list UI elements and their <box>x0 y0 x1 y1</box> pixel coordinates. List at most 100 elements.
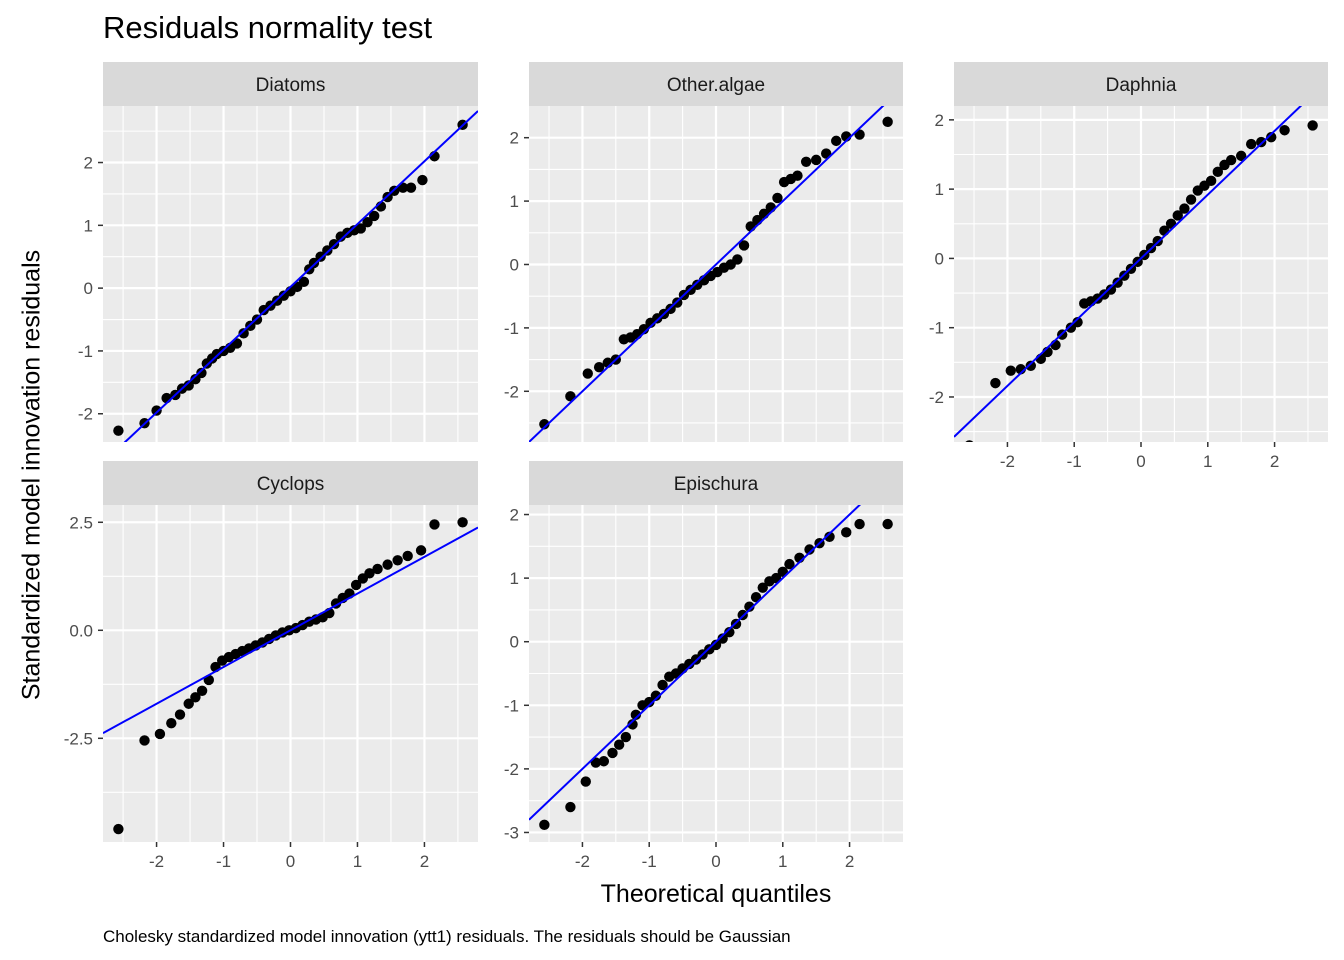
data-point <box>1266 131 1277 143</box>
x-tick-label: 2 <box>1270 452 1279 471</box>
data-point <box>1235 150 1247 162</box>
x-tick-label: 1 <box>1203 452 1212 471</box>
data-point <box>882 518 893 530</box>
panel-contents <box>954 106 1328 442</box>
data-point <box>539 819 550 831</box>
x-tick-label: -1 <box>642 852 657 871</box>
data-point <box>824 531 835 542</box>
data-point <box>392 555 403 566</box>
panel-contents <box>529 106 903 442</box>
data-point <box>350 579 362 591</box>
data-point <box>1172 210 1183 221</box>
data-point <box>196 685 208 696</box>
data-point <box>139 735 150 746</box>
qq-reference-line <box>954 106 1303 438</box>
y-tick-label: -2 <box>78 405 93 424</box>
facet-strip <box>529 461 903 505</box>
x-tick-label: 0 <box>711 852 720 871</box>
facet-strip <box>103 62 478 106</box>
data-point <box>772 192 783 204</box>
data-point <box>364 568 375 579</box>
data-point <box>717 633 728 644</box>
data-point <box>580 776 591 787</box>
data-point <box>738 240 750 251</box>
data-point <box>1307 120 1318 131</box>
data-point <box>1072 316 1083 328</box>
y-tick-label: 2 <box>84 154 93 173</box>
data-point <box>1179 203 1190 214</box>
facet-strip-label: Diatoms <box>256 75 326 96</box>
data-point <box>1005 365 1016 376</box>
data-point <box>113 425 124 436</box>
data-point <box>792 170 803 181</box>
data-point <box>417 174 428 186</box>
y-tick-label: -1 <box>78 342 93 361</box>
data-point <box>382 559 393 570</box>
x-tick-label: -1 <box>216 852 231 871</box>
y-tick-label: 1 <box>510 192 519 211</box>
y-tick-label: -1 <box>929 319 944 338</box>
data-point <box>620 731 632 743</box>
data-point <box>804 544 815 555</box>
data-point <box>174 709 186 720</box>
y-tick-label: 1 <box>510 569 519 588</box>
qq-reference-line <box>123 110 478 442</box>
facet-strip-label: Other.algae <box>667 75 765 96</box>
chart-caption: Cholesky standardized model innovation (… <box>103 927 791 946</box>
x-tick-label: 2 <box>420 852 429 871</box>
data-point <box>627 719 638 730</box>
data-point <box>565 801 576 813</box>
data-point <box>298 276 310 288</box>
data-point <box>372 563 383 575</box>
data-point <box>710 639 722 651</box>
y-tick-label: -1 <box>504 319 519 338</box>
facet-strip-label: Epischura <box>674 474 759 495</box>
data-point <box>1225 154 1237 166</box>
data-point <box>784 558 795 570</box>
data-point <box>183 380 194 391</box>
data-point <box>355 223 367 234</box>
facet-strip <box>529 62 903 106</box>
qq-reference-line <box>103 526 478 734</box>
data-point <box>1105 284 1117 295</box>
y-tick-label: 0 <box>935 249 944 268</box>
data-point <box>613 739 625 750</box>
data-point <box>744 601 755 612</box>
data-point <box>322 245 333 256</box>
data-point <box>854 518 865 530</box>
data-point <box>154 728 166 740</box>
panel-contents <box>103 106 478 442</box>
data-point <box>166 717 177 729</box>
y-tick-label: 0 <box>510 255 519 274</box>
data-point <box>1185 194 1197 205</box>
data-point <box>415 545 427 556</box>
data-point <box>402 550 413 562</box>
data-point <box>757 582 768 593</box>
facet-panel: Daphnia -2 -1 0 1 2 -2 -1 0 1 2 <box>929 62 1328 471</box>
data-point <box>328 238 340 250</box>
x-tick-label: 1 <box>778 852 787 871</box>
qq-reference-line <box>529 106 885 442</box>
data-point <box>810 154 822 166</box>
facet-strip <box>954 62 1328 106</box>
facet-panel: Epischura -3 -2 -1 0 1 2 -2 -1 0 1 2 <box>504 461 903 871</box>
facet-panel: Cyclops -2.5 0.0 2.5 -2 -1 0 1 2 <box>64 461 478 871</box>
data-point <box>1245 138 1257 150</box>
y-tick-label: 2 <box>510 506 519 525</box>
y-tick-label: -3 <box>504 823 519 842</box>
data-point <box>732 254 743 265</box>
data-point <box>765 202 776 213</box>
data-point <box>1025 360 1037 371</box>
panel-contents <box>103 505 478 842</box>
data-point <box>1205 175 1217 187</box>
data-point <box>831 135 842 147</box>
data-point <box>724 626 735 638</box>
y-tick-label: -2 <box>929 388 944 407</box>
x-tick-label: -2 <box>1000 452 1015 471</box>
facet-panel: Other.algae -2 -1 0 1 2 <box>504 62 903 442</box>
x-tick-label: 1 <box>353 852 362 871</box>
data-point <box>308 257 320 269</box>
data-point <box>657 679 668 691</box>
data-point <box>238 328 249 339</box>
data-point <box>1212 166 1224 178</box>
